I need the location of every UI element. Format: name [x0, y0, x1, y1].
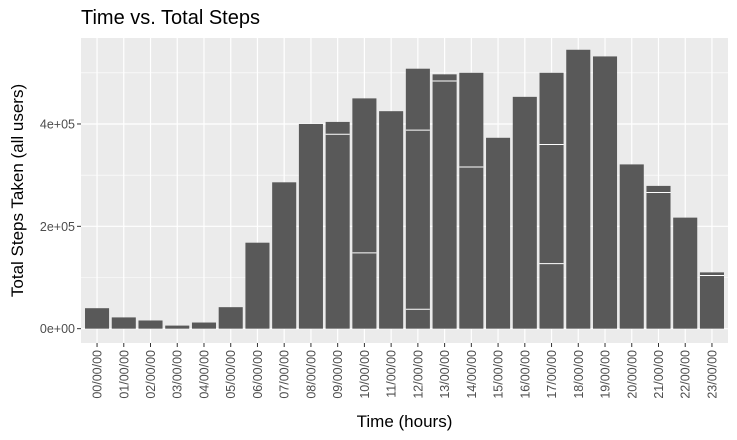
x-tick-label: 04/00/00 [197, 350, 211, 399]
y-axis-title: Total Steps Taken (all users) [8, 84, 27, 297]
bar [486, 137, 511, 329]
bar [699, 272, 724, 329]
bar [111, 317, 136, 329]
x-tick-label: 02/00/00 [144, 350, 158, 399]
bar [85, 308, 110, 329]
x-tick-label: 13/00/00 [438, 350, 452, 399]
x-tick-label: 10/00/00 [358, 350, 372, 399]
x-tick-label: 03/00/00 [171, 350, 185, 399]
x-tick-label: 17/00/00 [545, 350, 559, 399]
bar [352, 98, 377, 329]
bar [245, 242, 270, 329]
bar [432, 74, 457, 329]
x-tick-label: 00/00/00 [91, 350, 105, 399]
x-tick-label: 11/00/00 [385, 350, 399, 398]
bar [592, 56, 618, 329]
bars [85, 49, 724, 329]
x-tick-label: 19/00/00 [599, 350, 613, 399]
x-tick-label: 23/00/00 [705, 350, 719, 399]
x-tick-label: 18/00/00 [572, 350, 586, 399]
y-tick-label: 2e+05 [40, 220, 75, 234]
x-tick-label: 05/00/00 [224, 350, 238, 399]
bar [138, 320, 163, 329]
x-tick-label: 21/00/00 [652, 350, 666, 399]
x-tick-label: 07/00/00 [278, 350, 292, 399]
bar [459, 72, 484, 329]
bar [539, 72, 564, 329]
bar [566, 49, 591, 329]
x-tick-label: 15/00/00 [492, 350, 506, 399]
bar [405, 68, 430, 329]
bar [298, 123, 323, 329]
y-tick-label: 4e+05 [40, 117, 75, 131]
bar [165, 325, 190, 329]
x-tick-label: 01/00/00 [117, 350, 131, 399]
bar [646, 185, 671, 329]
bar [325, 121, 350, 329]
bar [272, 182, 297, 329]
y-axis: 0e+00 2e+05 4e+05 [40, 117, 81, 336]
bar [218, 307, 243, 329]
x-tick-label: 12/00/00 [411, 350, 425, 399]
x-axis-title: Time (hours) [357, 412, 453, 431]
x-axis: 00/00/00 01/00/00 02/00/00 03/00/00 04/00/00… [91, 343, 719, 399]
x-tick-label: 16/00/00 [518, 350, 532, 399]
bar [191, 322, 217, 329]
x-tick-label: 09/00/00 [331, 350, 345, 399]
x-tick-label: 14/00/00 [465, 350, 479, 399]
x-tick-label: 08/00/00 [304, 350, 318, 399]
x-tick-label: 06/00/00 [251, 350, 265, 399]
x-tick-label: 22/00/00 [679, 350, 693, 399]
bar [512, 96, 537, 329]
bar [619, 164, 644, 329]
bar [673, 217, 698, 329]
chart-title: Time vs. Total Steps [81, 7, 260, 29]
bar [379, 111, 404, 329]
y-tick-label: 0e+00 [40, 322, 75, 336]
x-tick-label: 20/00/00 [625, 350, 639, 399]
